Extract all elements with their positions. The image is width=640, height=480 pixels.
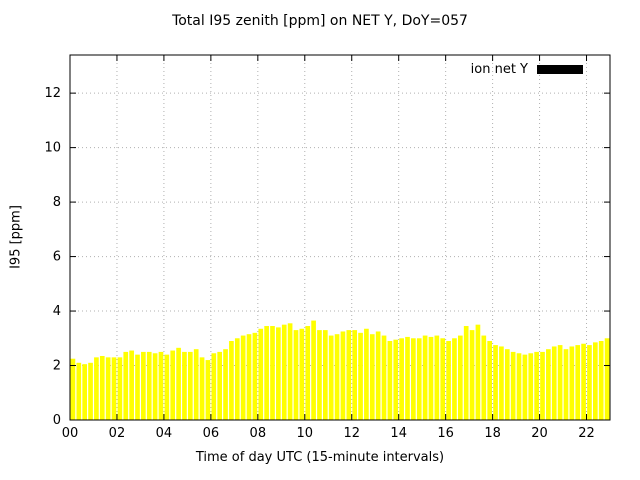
svg-text:6: 6 bbox=[53, 250, 61, 265]
legend-swatch bbox=[537, 65, 583, 74]
legend-label: ion net Y bbox=[470, 62, 528, 77]
chart-title: Total I95 zenith [ppm] on NET Y, DoY=057 bbox=[172, 13, 468, 29]
svg-text:12: 12 bbox=[343, 426, 360, 441]
svg-text:4: 4 bbox=[53, 304, 61, 319]
svg-text:10: 10 bbox=[44, 141, 61, 156]
svg-text:12: 12 bbox=[44, 86, 61, 101]
svg-text:16: 16 bbox=[437, 426, 454, 441]
svg-text:18: 18 bbox=[484, 426, 501, 441]
y-axis-label: I95 [ppm] bbox=[8, 205, 24, 269]
svg-text:14: 14 bbox=[390, 426, 407, 441]
svg-text:22: 22 bbox=[578, 426, 595, 441]
svg-text:10: 10 bbox=[297, 426, 314, 441]
x-axis-label: Time of day UTC (15-minute intervals) bbox=[195, 450, 445, 465]
svg-text:2: 2 bbox=[53, 359, 61, 374]
svg-text:04: 04 bbox=[156, 426, 173, 441]
legend: ion net Y bbox=[471, 62, 583, 77]
svg-text:20: 20 bbox=[531, 426, 548, 441]
svg-text:02: 02 bbox=[109, 426, 126, 441]
svg-text:06: 06 bbox=[203, 426, 220, 441]
svg-text:8: 8 bbox=[53, 195, 61, 210]
svg-text:00: 00 bbox=[62, 426, 79, 441]
svg-text:08: 08 bbox=[250, 426, 267, 441]
svg-text:0: 0 bbox=[53, 413, 61, 428]
